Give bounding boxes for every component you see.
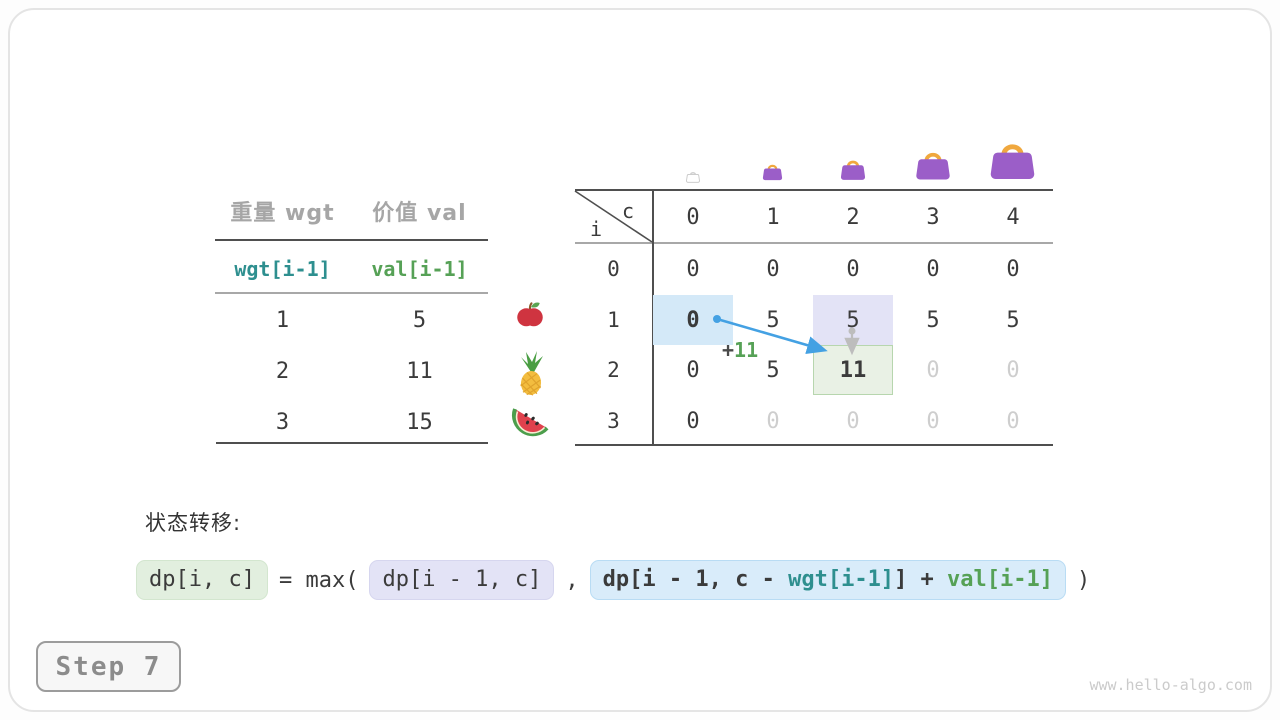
dp-col-header-1: 1 — [766, 204, 780, 230]
bag-capacity-3-icon — [915, 148, 951, 185]
dp-table-line-header — [575, 242, 1053, 244]
dp-cell-3-0: 0 — [686, 408, 700, 434]
dp-cell-3-2: 0 — [846, 408, 860, 434]
items-subheader-wgt: wgt[i-1] — [234, 257, 331, 281]
items-table-line-top — [215, 239, 488, 241]
formula-lhs-chip: dp[i, c] — [136, 560, 268, 600]
item-3-weight: 3 — [275, 409, 290, 435]
items-table-line-mid — [215, 292, 488, 294]
dp-col-header-2: 2 — [846, 204, 860, 230]
items-header-value: 价值 val — [372, 201, 467, 226]
dp-row-header-1: 1 — [607, 308, 620, 332]
dp-cell-1-0: 0 — [653, 295, 733, 345]
formula-comma: , — [565, 567, 579, 593]
dp-cell-2-1: 5 — [766, 357, 780, 383]
dp-cell-0-3: 0 — [926, 256, 940, 282]
gain-value: 11 — [734, 338, 759, 362]
formula-arg2-wgt: wgt[i-1] — [788, 567, 895, 592]
item-3-value: 15 — [406, 409, 433, 435]
pineapple-icon — [514, 350, 548, 400]
dp-col-header-3: 3 — [926, 204, 940, 230]
formula-arg2-prefix: dp[i - 1, c - — [602, 567, 789, 592]
items-header-weight: 重量 wgt — [230, 201, 335, 226]
dp-cell-0-2: 0 — [846, 256, 860, 282]
item-2-weight: 2 — [275, 358, 290, 384]
item-1-weight: 1 — [275, 307, 290, 333]
bag-capacity-0-icon — [686, 168, 700, 187]
dp-col-header-4: 4 — [1006, 204, 1020, 230]
gain-plus-sign: + — [722, 338, 735, 362]
items-subheader-val: val[i-1] — [371, 257, 468, 281]
dp-cell-0-0: 0 — [686, 256, 700, 282]
gain-annotation: +11 — [722, 338, 758, 362]
dp-cell-0-4: 0 — [1006, 256, 1020, 282]
step-badge: Step 7 — [36, 641, 181, 692]
dp-cell-1-4: 5 — [1006, 307, 1020, 333]
watermark: www.hello-algo.com — [1089, 676, 1252, 694]
dp-table-line-top — [575, 189, 1053, 191]
corner-col-label: c — [622, 199, 635, 223]
dp-col-header-0: 0 — [686, 204, 700, 230]
apple-icon — [515, 299, 545, 333]
formula-arg1-chip: dp[i - 1, c] — [369, 560, 555, 600]
formula-close-paren: ) — [1077, 567, 1091, 593]
state-transition-formula: dp[i, c] = max( dp[i - 1, c] , dp[i - 1,… — [136, 560, 1090, 600]
dp-cell-3-1: 0 — [766, 408, 780, 434]
dp-cell-3-3: 0 — [926, 408, 940, 434]
formula-eq-max: = max( — [278, 567, 359, 593]
watermelon-icon — [509, 406, 551, 444]
state-transition-label: 状态转移: — [145, 511, 242, 535]
item-1-value: 5 — [412, 307, 427, 333]
dp-cell-3-4: 0 — [1006, 408, 1020, 434]
formula-arg2-val: val[i-1] — [947, 567, 1054, 592]
dp-cell-2-2: 11 — [813, 345, 893, 395]
formula-arg2-mid: ] + — [894, 567, 948, 592]
dp-table-line-bottom — [575, 444, 1053, 446]
dp-row-header-3: 3 — [607, 409, 620, 433]
dp-row-header-2: 2 — [607, 358, 620, 382]
bag-capacity-1-icon — [762, 162, 783, 185]
corner-row-label: i — [590, 217, 603, 241]
dp-row-header-0: 0 — [607, 257, 620, 281]
items-table-line-bottom — [216, 442, 488, 444]
formula-arg2-chip: dp[i - 1, c - wgt[i-1]] + val[i-1] — [589, 560, 1067, 600]
dp-cell-2-4: 0 — [1006, 357, 1020, 383]
item-2-value: 11 — [406, 358, 433, 384]
dp-cell-0-1: 0 — [766, 256, 780, 282]
dp-cell-2-3: 0 — [926, 357, 940, 383]
dp-cell-1-3: 5 — [926, 307, 940, 333]
dp-cell-1-2: 5 — [813, 295, 893, 345]
dp-cell-2-0: 0 — [686, 357, 700, 383]
bag-capacity-2-icon — [840, 157, 866, 185]
bag-capacity-4-icon — [989, 138, 1036, 185]
